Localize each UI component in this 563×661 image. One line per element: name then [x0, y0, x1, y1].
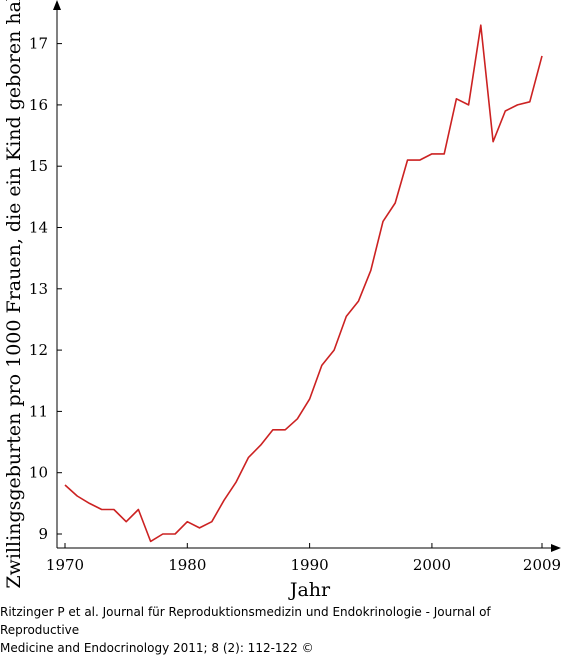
x-tick-label: 2009	[523, 556, 561, 574]
y-tick-label: 14	[29, 219, 48, 237]
y-tick-label: 17	[29, 35, 48, 53]
y-tick-label: 15	[29, 157, 48, 175]
x-ticks: 1970 1980 1990 2000 2009	[46, 543, 561, 574]
x-axis-arrow	[551, 544, 561, 552]
y-tick-label: 16	[29, 96, 48, 114]
x-tick-label: 2000	[413, 556, 451, 574]
source-caption: Ritzinger P et al. Journal für Reprodukt…	[0, 603, 560, 657]
caption-line-1: Ritzinger P et al. Journal für Reprodukt…	[0, 605, 491, 637]
y-tick-label: 13	[29, 280, 48, 298]
series-line	[64, 24, 543, 543]
y-axis-title: Zwillingsgeburten pro 1000 Frauen, die e…	[3, 0, 25, 589]
x-tick-label: 1980	[168, 556, 206, 574]
y-axis-arrow	[53, 0, 61, 10]
x-axis-title: Jahr	[288, 579, 331, 600]
y-tick-label: 12	[29, 341, 48, 359]
x-tick-label: 1970	[46, 556, 84, 574]
y-ticks: 9 10 11 12 13 14 15 16 17	[29, 35, 62, 543]
y-tick-label: 11	[29, 402, 48, 420]
twin-birth-rate-chart: 9 10 11 12 13 14 15 16 17 1970 1980 1990 2000 2009 J…	[3, 0, 561, 600]
y-tick-label: 9	[38, 525, 48, 543]
x-tick-label: 1990	[291, 556, 329, 574]
y-tick-label: 10	[29, 464, 48, 482]
axes	[53, 0, 561, 552]
caption-line-2: Medicine and Endocrinology 2011; 8 (2): …	[0, 641, 314, 655]
